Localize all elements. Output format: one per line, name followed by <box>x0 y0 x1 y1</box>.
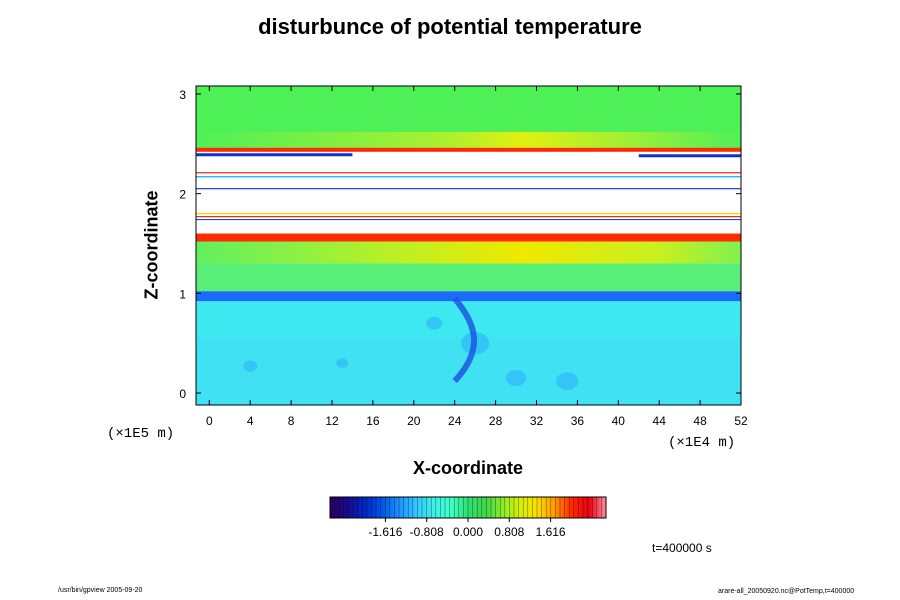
eddy <box>243 360 258 372</box>
x-axis-label: X-coordinate <box>412 458 523 478</box>
plot-area <box>196 86 741 405</box>
y-unit-label: (×1E5 m) <box>107 426 175 442</box>
time-label: t=400000 s <box>652 541 712 555</box>
x-tick-label: 0 <box>206 414 213 428</box>
eddy <box>556 372 579 390</box>
x-tick-label: 24 <box>448 414 462 428</box>
plot-frame <box>195 85 742 406</box>
y-tick-label: 2 <box>179 188 186 202</box>
x-tick-label: 28 <box>489 414 503 428</box>
x-tick-label: 8 <box>288 414 295 428</box>
x-tick-label: 52 <box>734 414 748 428</box>
colorbar-tick-label: 0.808 <box>494 525 524 539</box>
colorbar <box>329 496 607 519</box>
colorbar-tick-label: 1.616 <box>536 525 566 539</box>
field-band <box>196 291 741 302</box>
eddy <box>506 370 527 387</box>
x-unit-label: (×1E4 m) <box>668 435 736 451</box>
colorbar-tick-label: -1.616 <box>368 525 402 539</box>
eddy <box>336 358 349 368</box>
eddy <box>426 316 443 330</box>
x-tick-label: 40 <box>612 414 626 428</box>
field-band <box>196 86 741 139</box>
x-axis-ticks: 0 4 8 12 16 20 24 28 32 36 40 44 48 52 <box>206 86 748 428</box>
x-tick-label: 20 <box>407 414 421 428</box>
plume <box>452 296 478 384</box>
x-tick-label: 44 <box>653 414 667 428</box>
field-band <box>196 131 741 149</box>
y-tick-label: 0 <box>179 387 186 401</box>
field-band <box>196 241 741 264</box>
y-tick-label: 3 <box>179 88 186 102</box>
chart-title: disturbunce of potential temperature <box>258 14 642 39</box>
x-tick-label: 36 <box>571 414 585 428</box>
y-axis-label: Z-coordinate <box>141 190 162 300</box>
footer-right: arare-all_20050920.nc@PotTemp,t=400000 <box>718 588 855 595</box>
colorbar-tick-label: 0.000 <box>453 525 483 539</box>
x-tick-label: 32 <box>530 414 544 428</box>
field-band <box>196 171 741 216</box>
y-tick-label: 1 <box>179 287 186 301</box>
field-band <box>196 263 741 294</box>
colorbar-tick-label: -0.808 <box>410 525 444 539</box>
field-band <box>196 233 741 242</box>
footer-left: /usr/bin/gpview 2005-09-20 <box>58 587 143 594</box>
field-band <box>196 147 741 152</box>
y-axis-ticks: 0 1 2 3 <box>179 88 741 401</box>
x-tick-label: 12 <box>325 414 339 428</box>
x-tick-label: 48 <box>693 414 707 428</box>
colorbar-tick-labels: -1.616 -0.808 0.000 0.808 1.616 <box>368 518 566 539</box>
x-tick-label: 4 <box>247 414 254 428</box>
x-tick-label: 16 <box>366 414 380 428</box>
